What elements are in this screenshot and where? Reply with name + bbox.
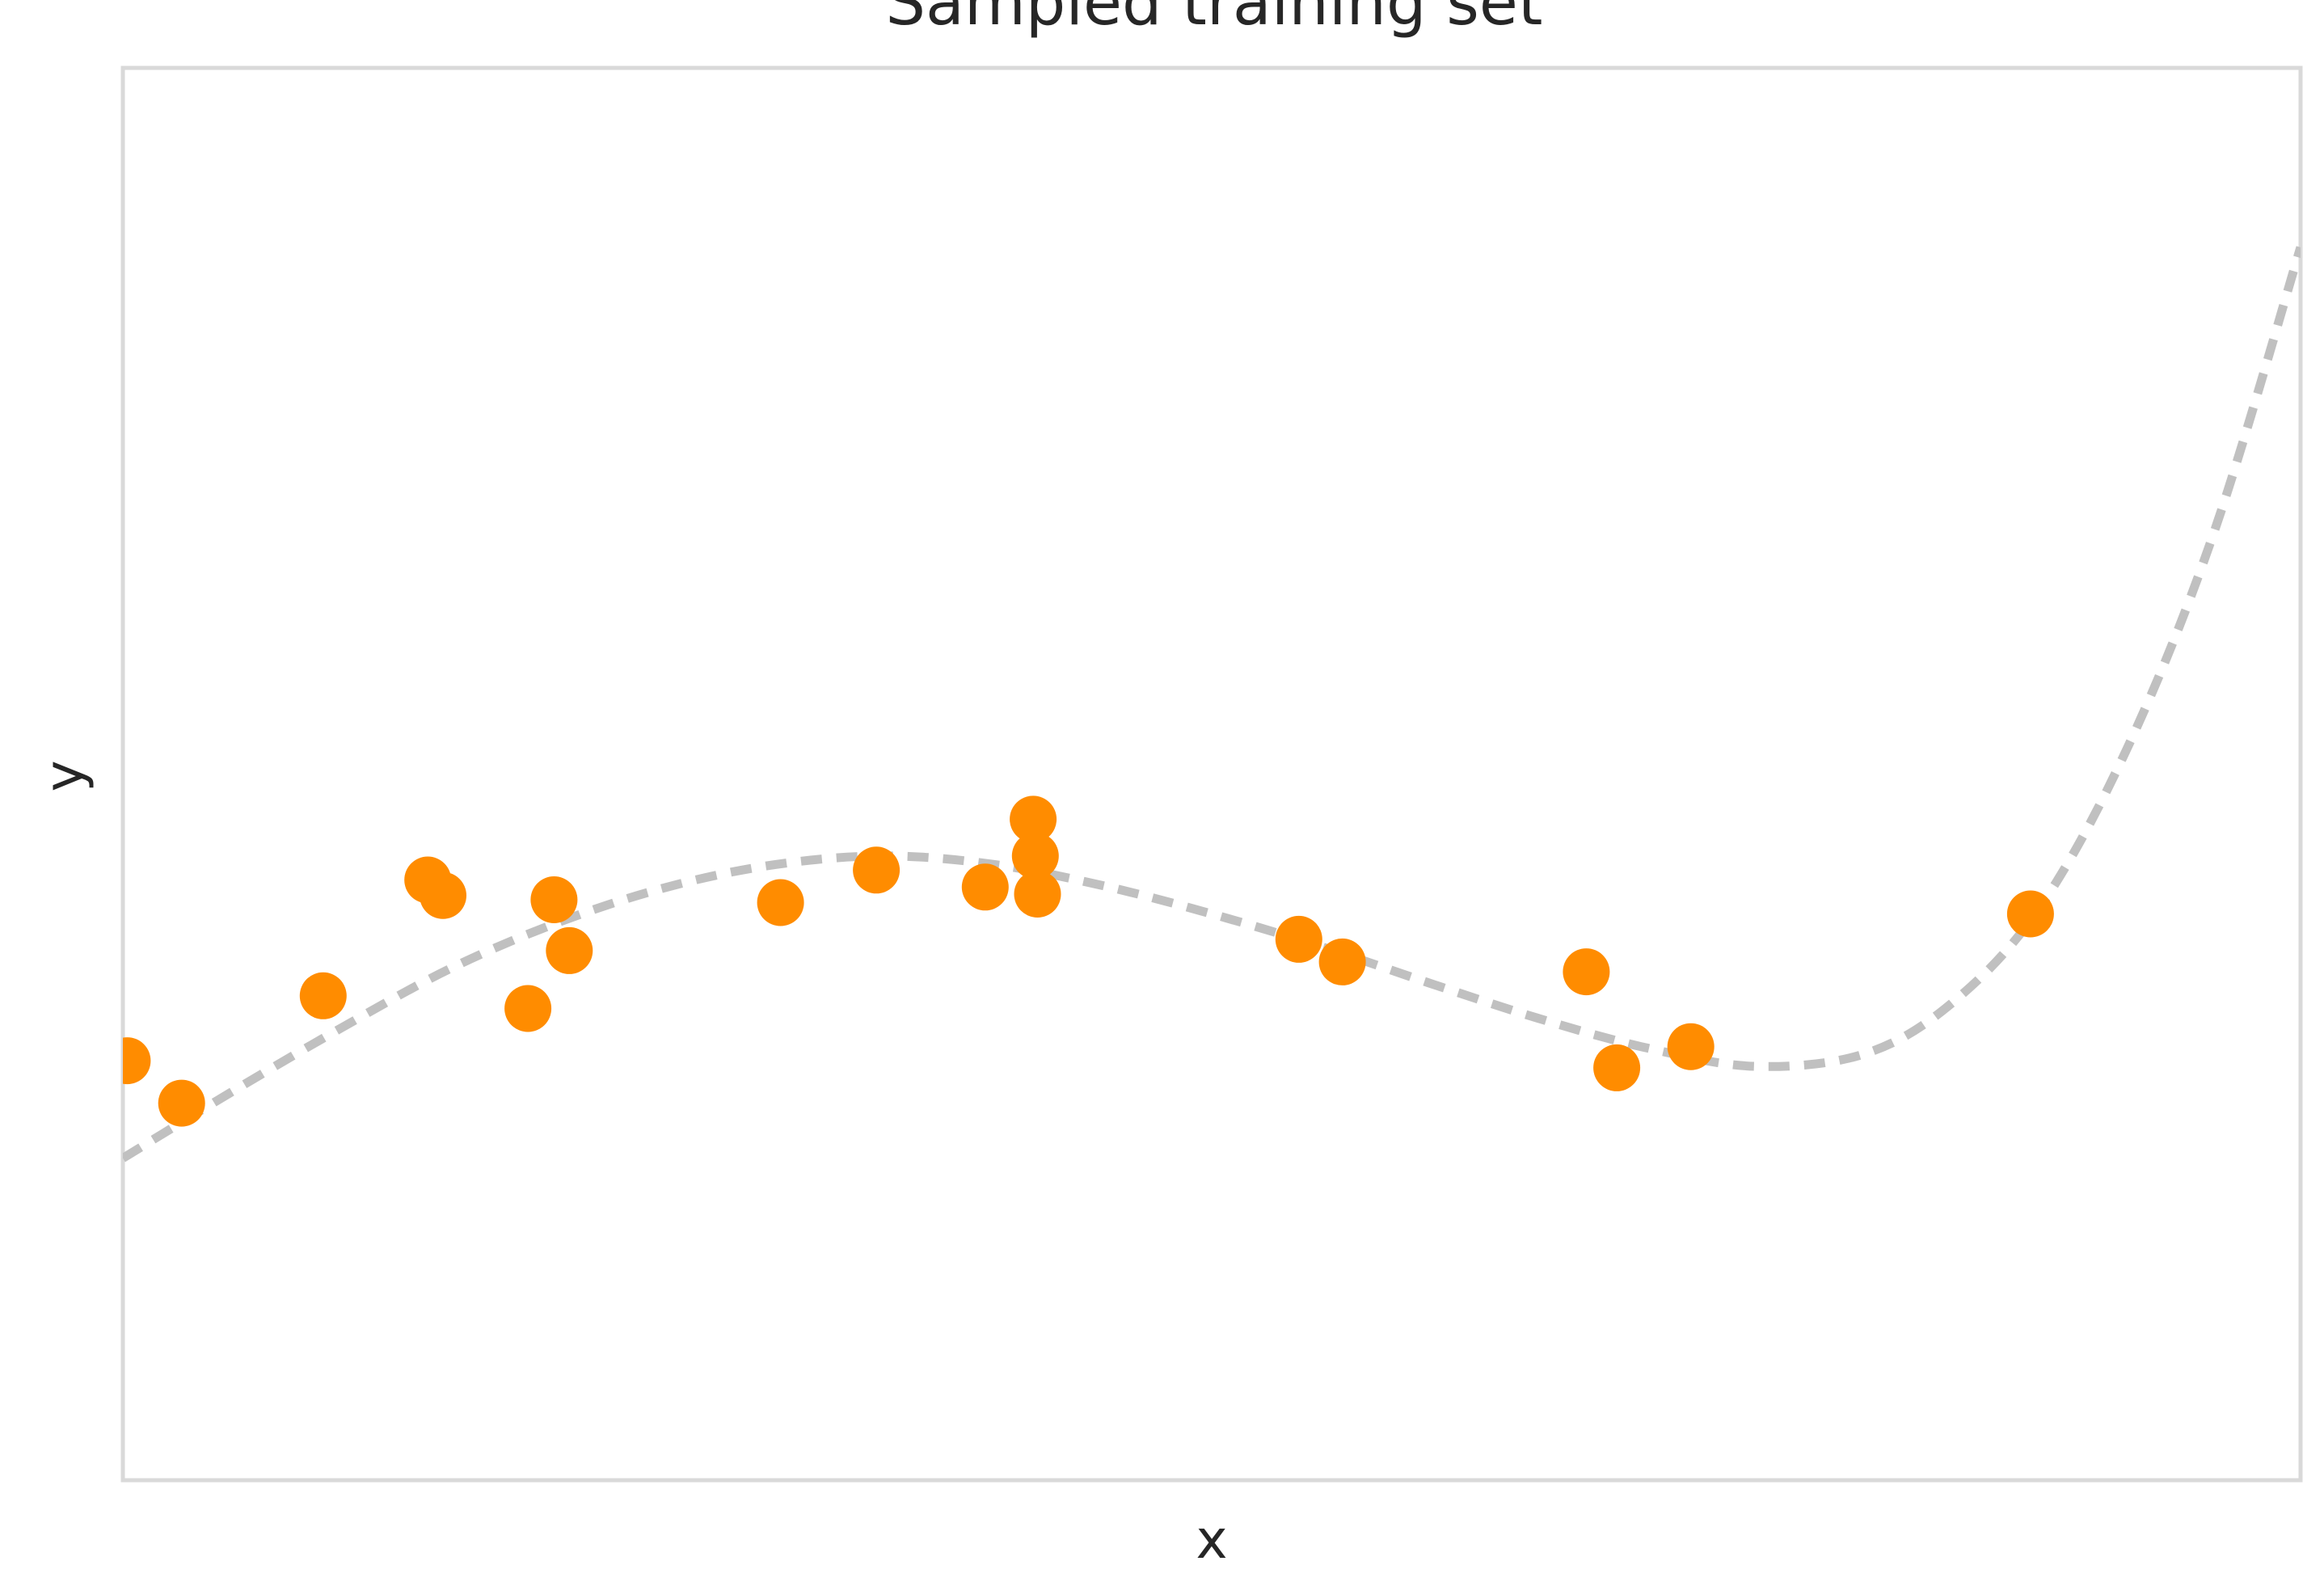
data-point — [123, 1037, 151, 1085]
data-point — [1014, 871, 1061, 918]
data-point — [961, 863, 1009, 911]
data-point — [1667, 1023, 1715, 1070]
data-point — [1593, 1044, 1641, 1091]
reference-curve-line — [123, 246, 2301, 1162]
training-points — [123, 795, 2054, 1127]
data-point — [158, 1079, 205, 1127]
data-point — [853, 846, 900, 894]
data-point — [546, 926, 593, 974]
data-point — [530, 876, 578, 923]
data-point — [1011, 832, 1059, 880]
data-point — [1318, 938, 1366, 985]
data-point — [299, 972, 347, 1019]
x-axis-label: x — [1196, 1508, 1227, 1571]
data-point — [420, 871, 466, 919]
data-point — [2006, 890, 2054, 938]
data-point — [1563, 948, 1610, 996]
y-axis-label: y — [33, 760, 95, 791]
data-point — [504, 985, 552, 1032]
data-point — [757, 879, 804, 926]
plot-area — [120, 65, 2303, 1483]
reference-curve — [123, 246, 2301, 1162]
data-point — [1275, 915, 1322, 963]
chart-title: Sampled training set — [886, 0, 1543, 40]
data-point — [1010, 795, 1057, 843]
